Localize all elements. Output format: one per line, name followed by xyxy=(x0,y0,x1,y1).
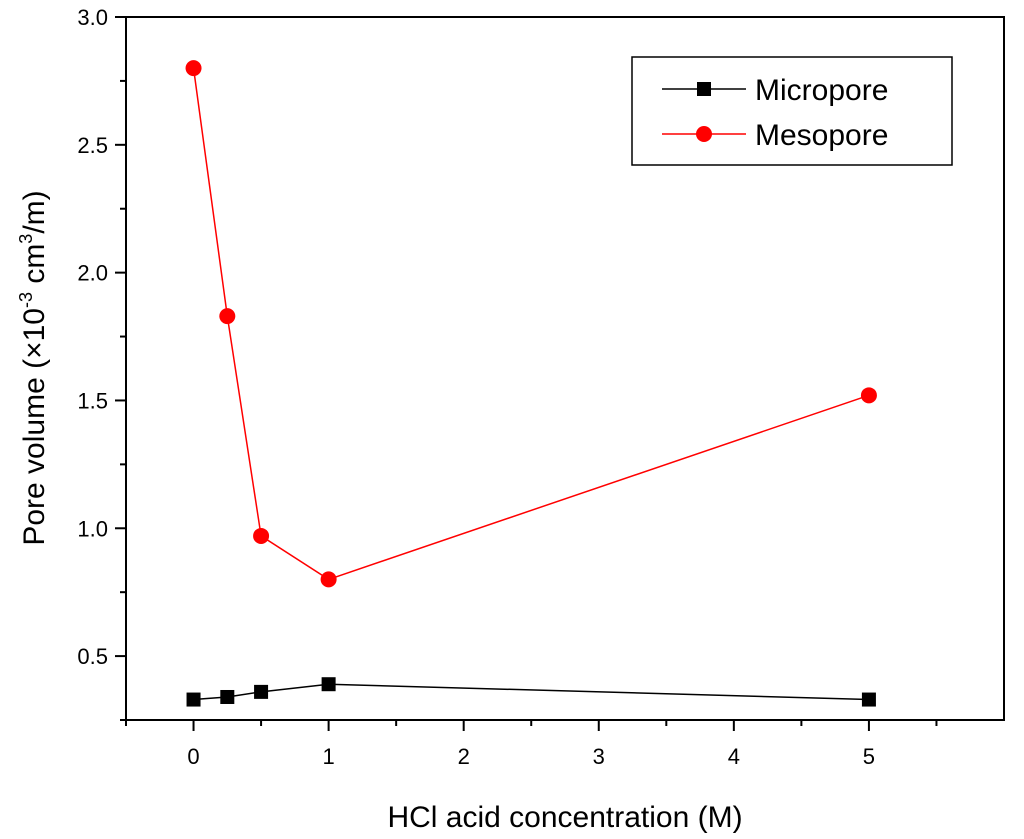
data-point-mesopore xyxy=(253,527,270,544)
x-tick-label: 1 xyxy=(322,744,334,769)
data-point-mesopore xyxy=(320,571,337,588)
data-point-micropore xyxy=(861,692,876,707)
x-axis-ticks: 0 1 2 3 4 5 xyxy=(125,720,938,769)
x-tick-label: 0 xyxy=(187,744,199,769)
series-layer xyxy=(185,60,877,707)
data-point-micropore xyxy=(220,689,235,704)
y-axis-title-exp2: 3 xyxy=(16,234,36,244)
legend-box xyxy=(631,56,953,166)
data-point-micropore xyxy=(321,677,336,692)
y-tick-label: 1.5 xyxy=(77,388,108,413)
y-axis-title-mid: cm xyxy=(18,244,51,292)
y-axis-title-exp1: -3 xyxy=(16,292,36,308)
data-point-mesopore xyxy=(185,60,202,77)
legend-label-micropore: Micropore xyxy=(755,74,888,107)
y-axis-title-suffix: /m) xyxy=(18,190,51,233)
series-line-micropore xyxy=(193,683,869,701)
data-point-mesopore xyxy=(860,387,877,404)
legend-marker-micropore xyxy=(697,82,711,96)
y-axis-title-prefix: Pore volume (×10 xyxy=(18,308,51,546)
x-axis-title: HCl acid concentration (M) xyxy=(387,801,742,834)
x-tick-label: 5 xyxy=(863,744,875,769)
legend: Micropore Mesopore xyxy=(631,56,953,166)
plot-frame xyxy=(125,16,1005,721)
legend-marker-mesopore xyxy=(696,126,712,142)
data-point-micropore xyxy=(254,684,269,699)
y-axis-title: Pore volume (×10-3 cm3/m) xyxy=(16,190,51,545)
y-axis-ticks: 0.5 1.0 1.5 2.0 2.5 3.0 xyxy=(77,5,126,721)
x-tick-label: 4 xyxy=(728,744,740,769)
y-tick-label: 2.5 xyxy=(77,133,108,158)
data-point-mesopore xyxy=(219,308,236,325)
x-tick-label: 2 xyxy=(458,744,470,769)
legend-label-mesopore: Mesopore xyxy=(755,119,888,152)
y-tick-label: 2.0 xyxy=(77,261,108,286)
y-tick-label: 1.0 xyxy=(77,516,108,541)
x-tick-label: 3 xyxy=(593,744,605,769)
data-point-micropore xyxy=(186,692,201,707)
y-tick-label: 3.0 xyxy=(77,5,108,30)
y-tick-label: 0.5 xyxy=(77,644,108,669)
